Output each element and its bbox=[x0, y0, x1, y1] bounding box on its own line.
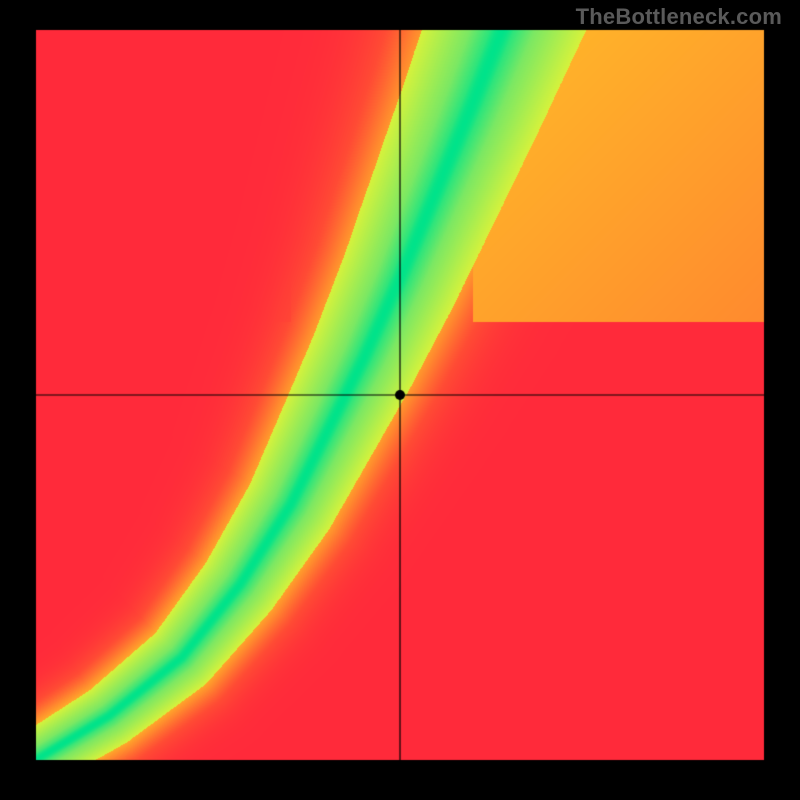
chart-container: TheBottleneck.com bbox=[0, 0, 800, 800]
bottleneck-heatmap bbox=[0, 0, 800, 800]
watermark-text: TheBottleneck.com bbox=[576, 4, 782, 30]
